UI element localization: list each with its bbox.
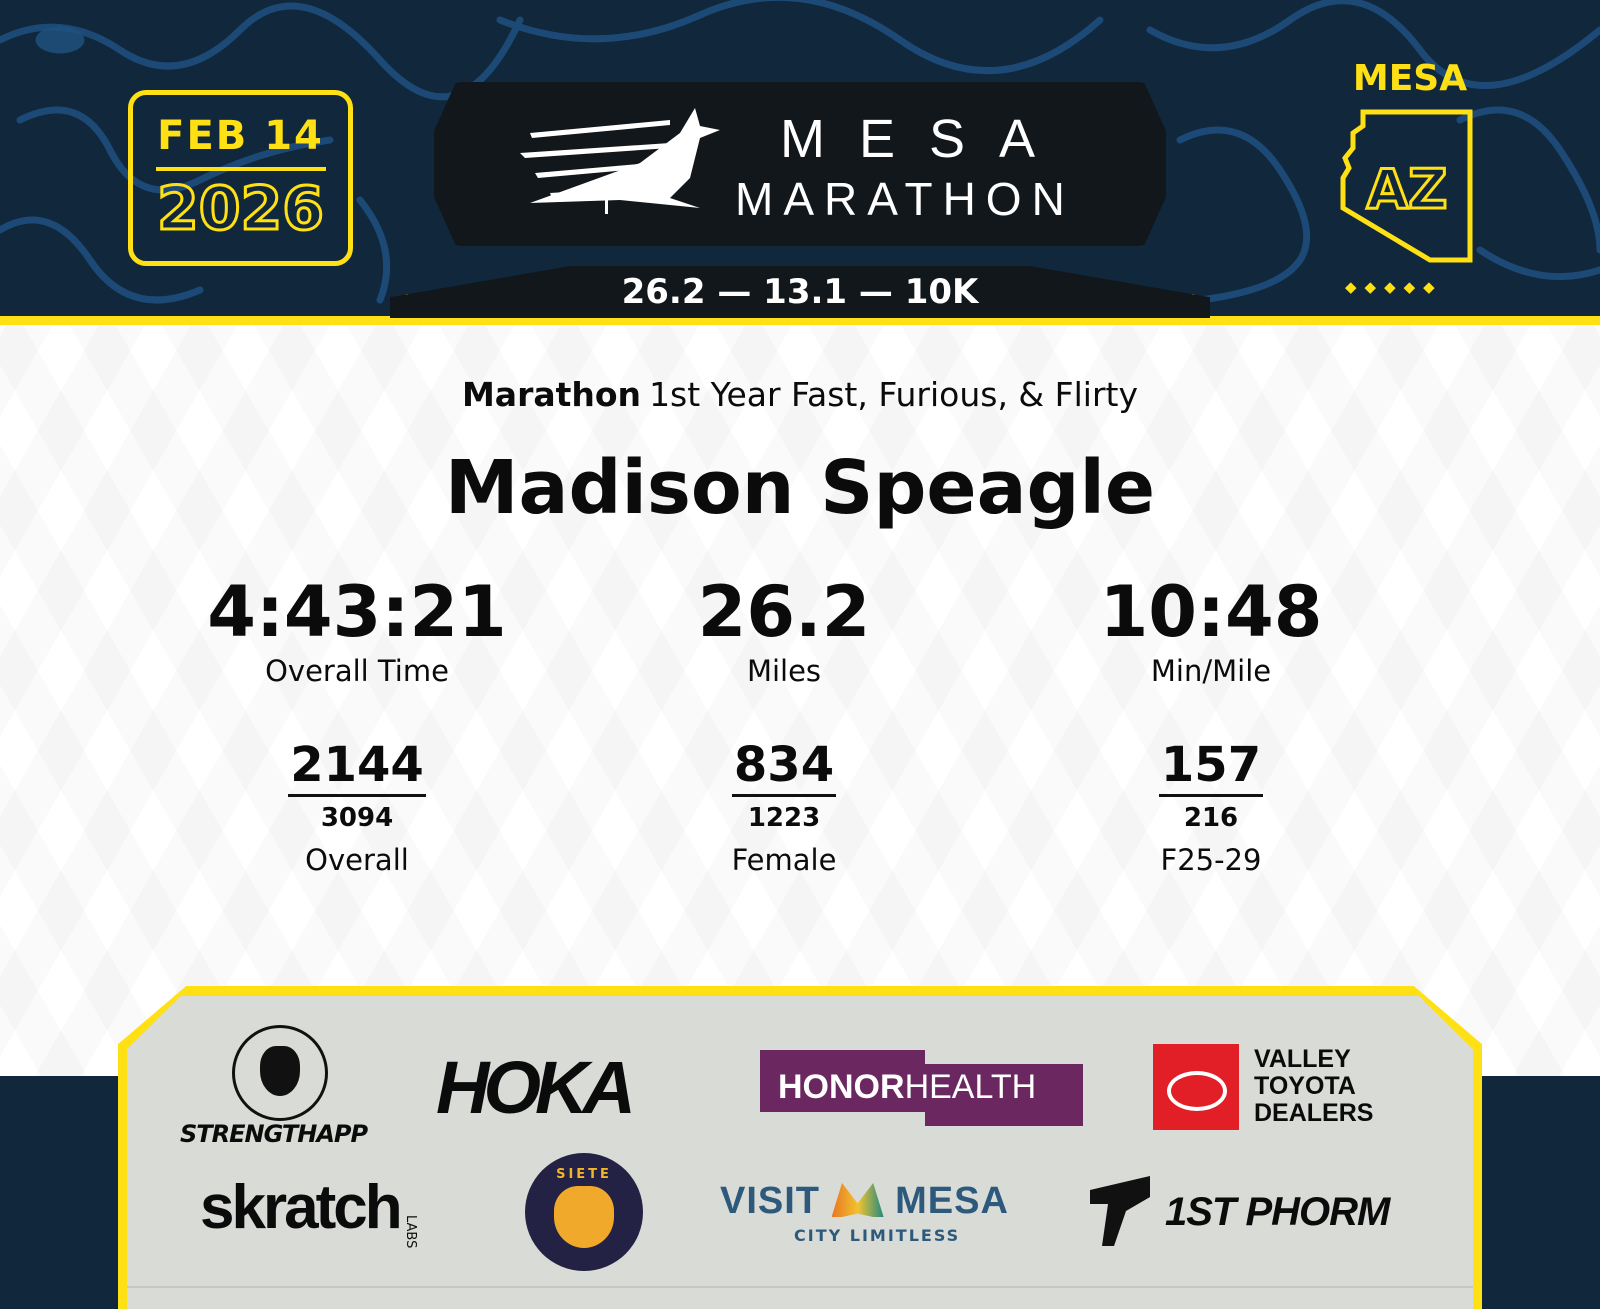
logo-mesa-text: MESA (780, 109, 1070, 169)
roadrunner-icon (520, 108, 720, 214)
date-badge: FEB 14 2026 (128, 90, 353, 266)
strengthapp-logo: STRENGTHAPP (180, 1120, 368, 1148)
strengthapp-logo-icon (232, 1025, 328, 1121)
event-year: 2026 (156, 174, 326, 244)
rank-label: Overall (305, 843, 409, 877)
date-divider (155, 167, 326, 171)
rank-gender: 834 1223 Female (634, 736, 934, 877)
race-distances: 26.2 — 13.1 — 10K (621, 272, 979, 312)
visit-text: VISIT (720, 1180, 821, 1222)
city-limitless-text: CITY LIMITLESS (794, 1226, 961, 1245)
dots-decoration: ◆◆◆◆◆ (1345, 278, 1443, 296)
header-divider (0, 316, 1600, 325)
rank-label: Female (731, 843, 837, 877)
rank-place: 2144 (288, 736, 426, 797)
marathon-logo (434, 82, 1166, 246)
hoka-logo: HOKA (436, 1046, 636, 1129)
siete-text: SIETE (556, 1167, 612, 1182)
health-text: HEALTH (904, 1068, 1037, 1106)
logo-marathon-text: MARATHON (735, 173, 1075, 225)
honorhealth-logo: HONORHEALTH (778, 1068, 1036, 1107)
sponsor-panel (127, 996, 1473, 1309)
rank-age-group: 157 216 F25-29 (1061, 736, 1361, 877)
honor-text: HONOR (778, 1068, 905, 1106)
rank-total: 3094 (320, 803, 394, 833)
honorhealth-logo-block (760, 1050, 925, 1112)
toyota-line: DEALERS (1254, 1099, 1374, 1127)
race-name: Marathon (461, 375, 642, 414)
eagle-icon (554, 1186, 614, 1248)
valley-toyota-logo: VALLEY TOYOTA DEALERS (1254, 1046, 1373, 1127)
arizona-map-icon: AZ (1340, 109, 1473, 263)
stat-value: 10:48 (1099, 571, 1323, 653)
panel-divider (127, 1286, 1473, 1288)
toyota-line: VALLEY (1254, 1045, 1351, 1073)
toyota-line: TOYOTA (1254, 1072, 1356, 1100)
rank-place: 157 (1158, 736, 1264, 797)
division-name: 1st Year Fast, Furious, & Flirty (649, 375, 1139, 414)
toyota-logo-icon (1153, 1044, 1239, 1130)
state-abbrev: AZ (1367, 158, 1448, 221)
skratch-labs-text: LABS (403, 1215, 418, 1249)
visit-mesa-m-icon (831, 1183, 884, 1217)
runner-name: Madison Speagle (444, 445, 1156, 531)
rank-label: F25-29 (1160, 843, 1262, 877)
rank-overall: 2144 3094 Overall (207, 736, 507, 877)
rank-total: 216 (1183, 803, 1239, 833)
stat-label: Min/Mile (1150, 654, 1272, 688)
distances-tab (390, 266, 1210, 318)
skratch-logo: skratch (200, 1173, 403, 1242)
stone-pattern (0, 0, 1600, 304)
stat-miles: 26.2 Miles (574, 572, 994, 688)
honorhealth-logo-block-2 (925, 1064, 1083, 1126)
mesa-text: MESA (895, 1180, 1009, 1222)
race-division-line: Marathon 1st Year Fast, Furious, & Flirty (0, 375, 1600, 414)
mesa-label: MESA (1352, 58, 1468, 99)
stat-overall-time: 4:43:21 Overall Time (147, 572, 567, 688)
rank-total: 1223 (747, 803, 821, 833)
stat-label: Miles (746, 654, 822, 688)
siete-logo: SIETE (525, 1153, 643, 1271)
1stphorm-logo: 1ST PHORM (1165, 1190, 1390, 1234)
visit-mesa-logo: VISIT MESA (720, 1180, 1009, 1223)
result-card (0, 325, 1600, 1085)
stat-value: 4:43:21 (207, 571, 507, 653)
stat-value: 26.2 (697, 571, 871, 653)
stat-pace: 10:48 Min/Mile (1001, 572, 1421, 688)
stat-label: Overall Time (265, 654, 449, 688)
rank-place: 834 (731, 736, 837, 797)
event-date: FEB 14 (157, 113, 324, 159)
